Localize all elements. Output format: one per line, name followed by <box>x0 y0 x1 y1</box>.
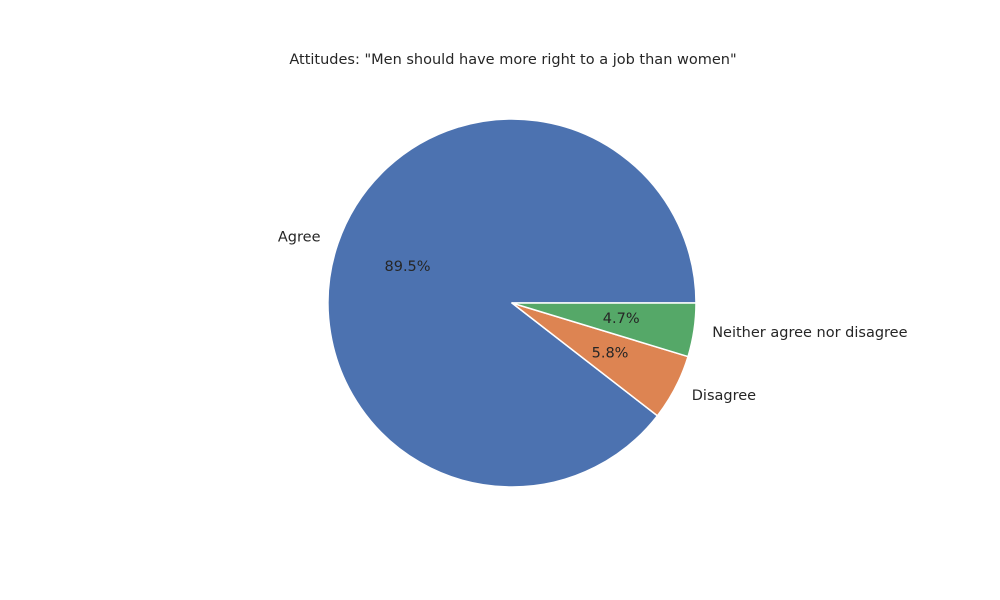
category-label: Agree <box>278 229 321 245</box>
pie-slice-neither-agree-nor-disagree <box>511 302 697 358</box>
pie-labels: Agree 89.5% Disagree 5.8% Neither agree nor … <box>278 229 908 404</box>
percent-label: 5.8% <box>592 346 629 362</box>
category-label: Neither agree nor disagree <box>712 325 907 341</box>
percent-label: 4.7% <box>603 311 640 327</box>
chart-title: Attitudes: "Men should have more right t… <box>289 52 736 68</box>
pie-slices <box>327 118 697 488</box>
pie-slice-agree <box>327 118 697 488</box>
category-label: Disagree <box>692 388 756 404</box>
percent-label: 89.5% <box>385 259 431 275</box>
